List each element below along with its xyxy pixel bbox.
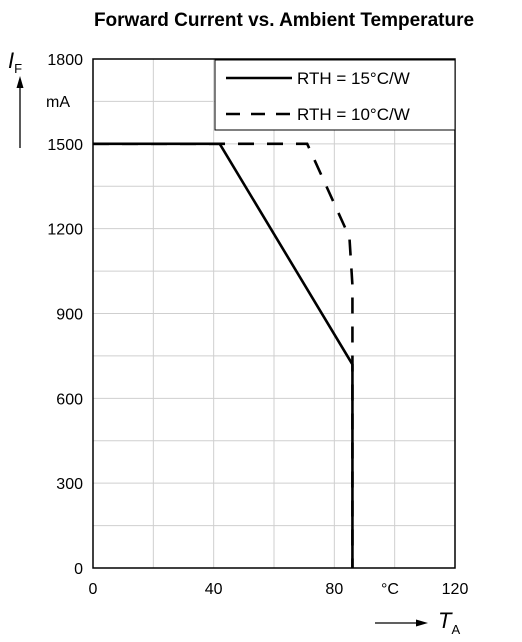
x-tick-label: 40 — [205, 581, 223, 598]
y-tick-label: 1200 — [47, 222, 83, 239]
x-axis-label: TA — [438, 608, 460, 637]
series-layer — [93, 142, 354, 568]
legend-label-rth-15: RTH = 15°C/W — [297, 69, 410, 88]
legend-label-rth-10: RTH = 10°C/W — [297, 105, 410, 124]
x-tick-label: 120 — [442, 581, 469, 598]
legend: RTH = 15°C/W RTH = 10°C/W — [214, 59, 456, 131]
y-tick-label: 0 — [74, 561, 83, 578]
y-tick-labels: 0 300 600 900 1200 1500 1800 — [47, 52, 83, 578]
y-tick-label: 1800 — [47, 52, 83, 69]
x-axis-subscript: A — [451, 622, 460, 637]
y-tick-label: 1500 — [47, 137, 83, 154]
y-axis-symbol: I — [8, 48, 14, 73]
y-axis-label: IF — [8, 48, 22, 76]
x-unit-label: °C — [381, 581, 399, 598]
x-axis-arrow — [375, 619, 428, 627]
chart-title: Forward Current vs. Ambient Temperature — [94, 10, 474, 31]
x-axis-symbol: T — [438, 608, 453, 633]
legend-box — [214, 59, 456, 131]
y-unit-label: mA — [46, 94, 70, 111]
y-axis-subscript: F — [14, 61, 22, 76]
y-tick-label: 600 — [56, 391, 83, 408]
y-axis-arrow — [16, 76, 24, 148]
y-tick-label: 300 — [56, 476, 83, 493]
grid-lines — [93, 59, 455, 568]
x-tick-label: 0 — [89, 581, 98, 598]
y-tick-label: 900 — [56, 307, 83, 324]
x-tick-label: 80 — [325, 581, 343, 598]
plot-frame — [92, 58, 456, 569]
x-tick-labels: 0 40 80 120 — [89, 581, 469, 598]
